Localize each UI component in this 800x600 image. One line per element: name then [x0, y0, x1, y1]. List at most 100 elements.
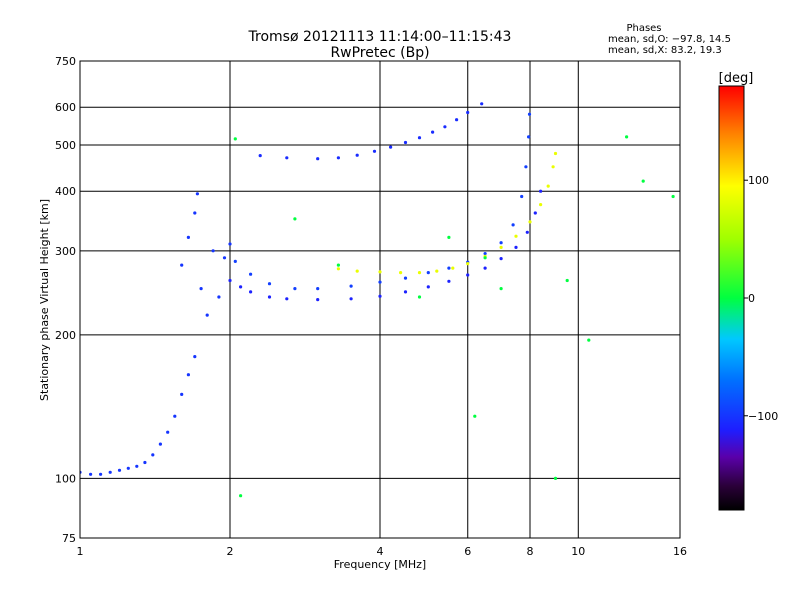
- data-point: [403, 276, 408, 280]
- data-point: [528, 220, 532, 224]
- data-point: [447, 266, 451, 270]
- data-point: [180, 392, 184, 396]
- data-point: [447, 235, 451, 239]
- chart-title-line1: Tromsø 20121113 11:14:00–11:15:43: [248, 29, 512, 45]
- series-f2-o-mode: [258, 102, 484, 161]
- y-tick-label: 200: [55, 329, 76, 342]
- chart-title-line2: RwPretec (Bp): [330, 45, 429, 61]
- data-point: [267, 295, 272, 299]
- data-point: [451, 266, 455, 270]
- data-point: [316, 287, 320, 291]
- y-tick-label: 300: [55, 245, 76, 258]
- data-point: [135, 464, 139, 468]
- data-point: [625, 135, 629, 139]
- plot-frame: [79, 60, 681, 539]
- data-point: [228, 242, 232, 246]
- stats-line-x: mean, sd,X: 83.2, 19.3: [608, 45, 722, 56]
- data-point: [443, 125, 447, 129]
- data-point: [186, 373, 190, 377]
- y-tick-label: 100: [55, 472, 76, 485]
- data-point: [151, 453, 155, 457]
- data-point: [158, 442, 162, 446]
- data-point: [431, 130, 435, 134]
- data-point: [551, 165, 555, 169]
- data-point: [166, 430, 170, 434]
- data-point: [249, 272, 253, 276]
- colorbar-ticks: 100 0 −100: [744, 174, 778, 423]
- series-x-mode-trace: [336, 151, 558, 275]
- data-point: [565, 278, 569, 283]
- x-tick-label: 10: [571, 545, 585, 558]
- data-point: [553, 151, 558, 156]
- data-point: [511, 223, 515, 227]
- data-point: [524, 165, 528, 169]
- grid: [80, 61, 680, 538]
- series-e-region-trace: [80, 355, 197, 476]
- data-point: [293, 287, 297, 291]
- data-point: [447, 279, 451, 283]
- data-point: [336, 267, 340, 271]
- data-point: [435, 269, 439, 273]
- data-point: [378, 280, 382, 284]
- data-point: [473, 414, 477, 418]
- x-tick-label: 2: [227, 545, 234, 558]
- stats-line-o: mean, sd,O: −97.8, 14.5: [608, 34, 731, 45]
- data-point: [426, 285, 430, 289]
- data-point: [514, 245, 518, 249]
- data-point: [499, 245, 503, 249]
- data-point: [258, 154, 262, 158]
- data-point: [186, 235, 190, 239]
- data-point: [455, 118, 459, 122]
- data-point: [466, 110, 470, 115]
- data-point: [89, 472, 93, 476]
- data-point: [546, 184, 550, 188]
- data-point: [316, 298, 320, 302]
- data-point: [525, 230, 529, 234]
- data-point: [355, 153, 359, 157]
- stats-heading: Phases: [626, 23, 661, 34]
- y-tick-label: 400: [55, 185, 76, 198]
- data-point: [143, 460, 147, 465]
- data-point: [173, 414, 177, 418]
- data-point: [403, 290, 408, 294]
- data-point: [520, 194, 524, 199]
- data-point: [205, 313, 209, 317]
- data-point: [641, 179, 645, 183]
- data-point: [233, 259, 237, 263]
- colorbar-unit-label: [deg]: [719, 71, 754, 86]
- series-f1-upper-branch: [233, 112, 532, 291]
- data-point: [378, 270, 382, 274]
- data-point: [533, 211, 537, 215]
- y-tick-label: 600: [55, 101, 76, 114]
- data-point: [539, 203, 543, 207]
- data-point: [466, 273, 470, 277]
- data-point: [285, 156, 289, 160]
- data-point: [483, 266, 487, 270]
- data-point: [336, 263, 340, 267]
- data-point: [671, 194, 675, 199]
- data-point: [193, 211, 197, 215]
- data-point: [126, 466, 130, 470]
- data-point: [372, 149, 377, 153]
- series-spread-f-cluster: [180, 192, 232, 317]
- x-tick-label: 8: [527, 545, 534, 558]
- data-point: [249, 290, 253, 294]
- axis-ticks: 1 2 4 6 8 10 16 75 100 200 300 400 500 600 750: [55, 55, 687, 558]
- y-tick-label: 75: [62, 532, 76, 545]
- data-point: [117, 468, 122, 472]
- data-point: [293, 217, 297, 221]
- data-point: [483, 252, 487, 256]
- data-point: [349, 297, 353, 301]
- data-point: [349, 284, 353, 288]
- data-point: [108, 470, 112, 474]
- data-point: [193, 355, 197, 359]
- data-point: [217, 295, 221, 299]
- data-point: [239, 285, 243, 289]
- x-tick-label: 4: [377, 545, 384, 558]
- data-point: [389, 145, 393, 149]
- data-point: [527, 112, 532, 116]
- data-point: [239, 494, 243, 498]
- data-point: [499, 241, 503, 245]
- data-point: [480, 102, 484, 106]
- data-point: [483, 256, 487, 260]
